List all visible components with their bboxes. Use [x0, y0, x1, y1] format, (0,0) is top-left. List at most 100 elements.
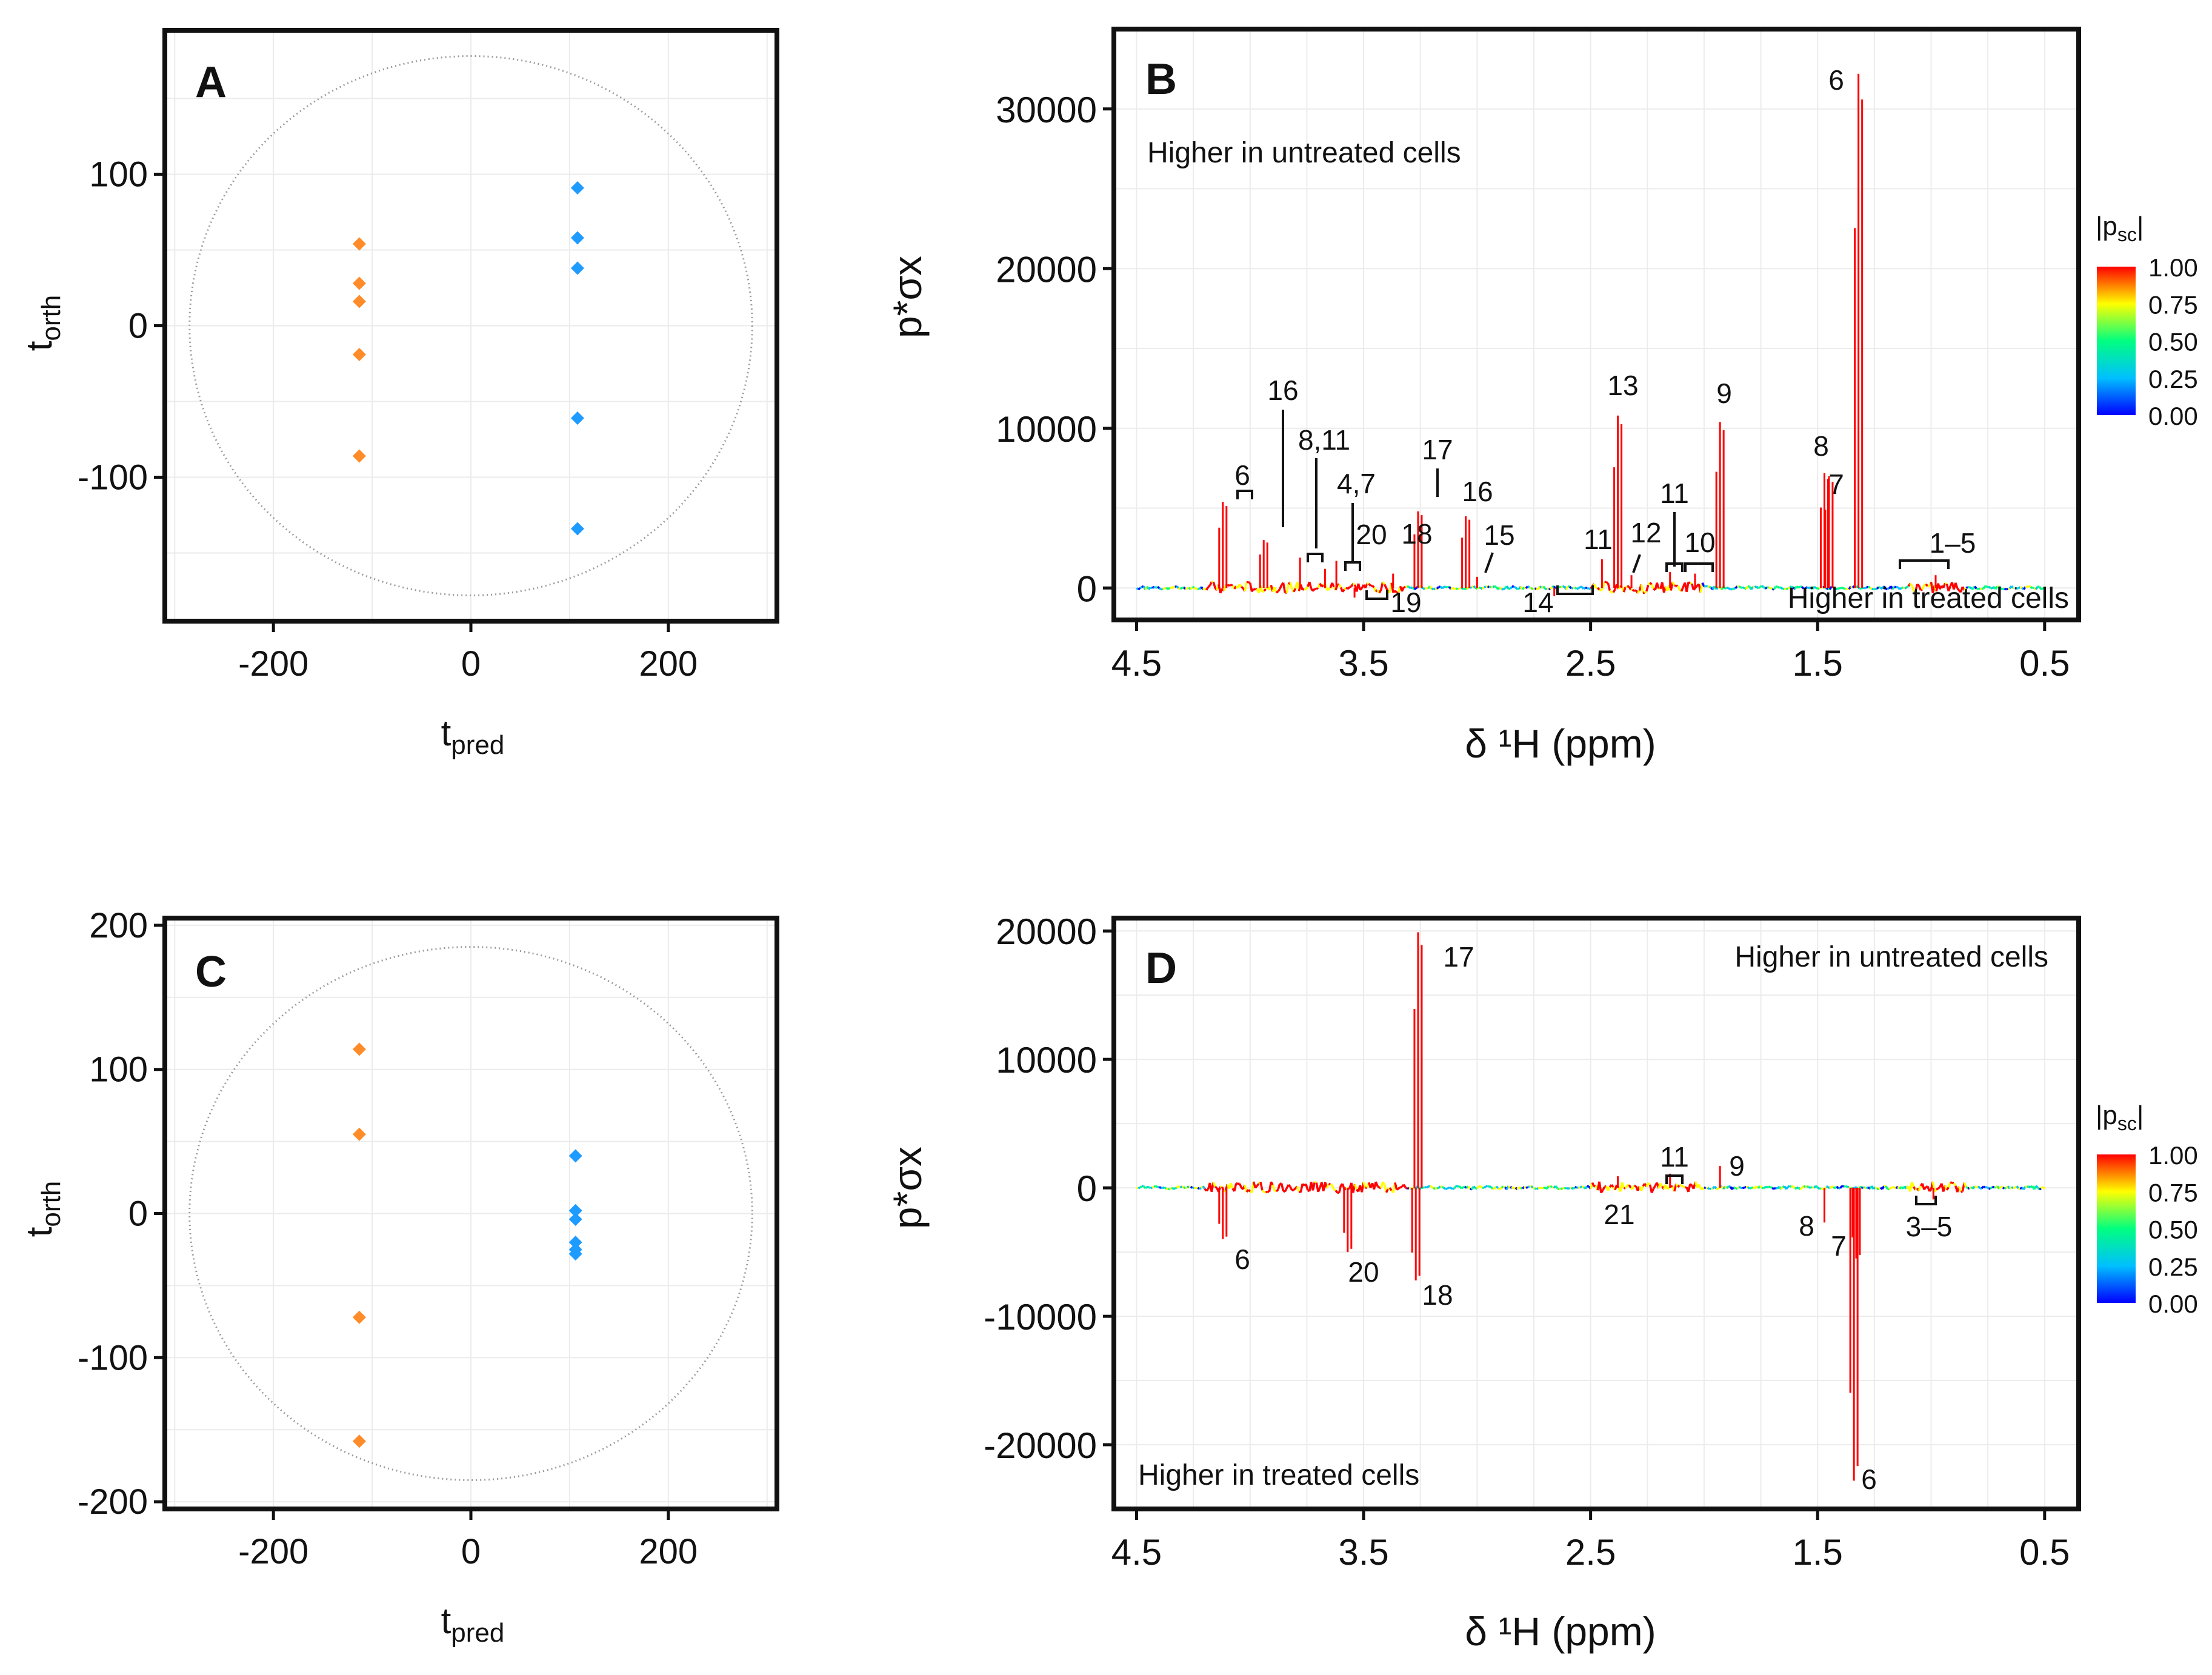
spectrum-segment — [1604, 1185, 1607, 1188]
spectrum-segment — [1453, 1185, 1457, 1189]
spectrum-segment — [1513, 1187, 1516, 1190]
spectrum-segment — [1764, 586, 1768, 590]
spectrum-segment — [1359, 587, 1363, 591]
spectrum-segment — [1347, 586, 1351, 590]
spectrum-segment — [1171, 586, 1174, 589]
spectrum-segment — [1474, 587, 1478, 590]
spectrum-segment — [1986, 1186, 1990, 1190]
spectrum-segment — [1954, 582, 1959, 589]
spectrum-segment — [1465, 586, 1470, 590]
y-tick-label: 100 — [89, 155, 148, 195]
spectrum-segment — [1581, 586, 1585, 590]
y-tick-label: 0 — [1077, 1168, 1097, 1209]
spectrum-segment — [2017, 586, 2021, 590]
spectrum-segment — [1804, 586, 1808, 590]
spectrum-segment — [1193, 587, 1197, 590]
spectrum-segment — [1761, 1187, 1764, 1190]
spectrum-segment — [1212, 581, 1216, 588]
spectrum-segment — [1640, 1185, 1644, 1191]
spectrum-segment — [1784, 587, 1787, 590]
spectrum-segment — [1499, 1187, 1502, 1190]
peak-leader-line — [1484, 552, 1494, 573]
spectrum-segment — [1405, 1186, 1408, 1190]
spectrum-segment — [1708, 585, 1712, 589]
spectrum-segment — [1899, 587, 1902, 590]
spectrum-segment — [1388, 1187, 1393, 1191]
spectrum-segment — [1605, 581, 1609, 584]
spectrum-segment — [1311, 1181, 1316, 1191]
panel-d-label: D — [1145, 944, 1177, 993]
spectrum-segment — [1771, 1187, 1774, 1190]
spectrum-segment — [1136, 587, 1139, 591]
peak-bracket — [1684, 562, 1714, 572]
spectrum-segment — [1261, 590, 1265, 593]
spectrum-segment — [1244, 582, 1248, 591]
spectrum-segment — [1893, 1186, 1897, 1190]
spectrum-segment — [1270, 1181, 1274, 1185]
spectrum-segment — [1565, 585, 1569, 590]
panel-b-annotation-top: Higher in untreated cells — [1147, 137, 1461, 169]
peak-label: 17 — [1422, 434, 1453, 465]
spectrum-segment — [1864, 1186, 1868, 1190]
peak-bracket — [1665, 1174, 1684, 1184]
spectrum-segment — [1671, 581, 1676, 586]
spectrum-segment — [2018, 1187, 2020, 1190]
spectrum-segment — [1495, 1185, 1499, 1190]
spectrum-segment — [1650, 584, 1654, 590]
spectrum-segment — [1780, 1186, 1784, 1190]
spectrum-segment — [2000, 587, 2004, 591]
spectrum-segment — [1476, 587, 1480, 590]
spectrum-segment — [1936, 1187, 1939, 1191]
colorbar-tick-label: 0.00 — [2148, 1290, 2198, 1318]
colorbar-d-title: |psc| — [2096, 1101, 2144, 1134]
x-tick-label: 1.5 — [1793, 1532, 1843, 1573]
spectrum-segment — [1275, 1188, 1279, 1193]
spectrum-segment — [1573, 586, 1576, 590]
spectrum-segment — [1394, 1182, 1398, 1190]
colorbar-tick-label: 1.00 — [2148, 1141, 2198, 1170]
spectrum-segment — [1993, 1186, 1996, 1189]
spectrum-segment — [1364, 583, 1368, 588]
peak-label: 4,7 — [1337, 468, 1376, 499]
spectrum-segment — [1308, 581, 1313, 589]
spectrum-segment — [1716, 1187, 1719, 1191]
spectrum-segment — [1208, 581, 1213, 586]
spectrum-segment — [1596, 587, 1601, 591]
spectrum-segment — [1680, 587, 1684, 592]
spectrum-segment — [1828, 585, 1833, 590]
spectrum-segment — [1677, 1184, 1681, 1188]
spectrum-segment — [1593, 583, 1597, 589]
spectrum-segment — [1551, 1186, 1555, 1189]
spectrum-segment — [1176, 585, 1179, 589]
spectrum-segment — [1441, 1186, 1445, 1189]
spectrum-segment — [1925, 583, 1929, 587]
panel-d-x-axis-label: δ ¹H (ppm) — [1465, 1609, 1656, 1654]
spectrum-segment — [1779, 586, 1782, 589]
spectrum-segment — [1602, 1186, 1606, 1191]
spectrum-segment — [2035, 1185, 2039, 1188]
peak-label: 18 — [1401, 518, 1432, 550]
spectrum-segment — [1843, 1185, 1846, 1188]
colorbar-b-gradient — [2097, 267, 2136, 415]
x-tick-label: 0.5 — [2019, 1532, 2070, 1573]
spectrum-segment — [1239, 584, 1242, 588]
spectrum-segment — [1881, 1185, 1885, 1190]
spectrum-segment — [1299, 1184, 1304, 1193]
spectrum-segment — [1157, 586, 1160, 589]
panel-c-grid — [165, 918, 777, 1509]
spectrum-segment — [2002, 1187, 2005, 1190]
spectrum-segment — [1426, 587, 1428, 590]
peak-label: 3–5 — [1906, 1211, 1953, 1242]
spectrum-segment — [1750, 586, 1754, 590]
spectrum-segment — [1450, 587, 1453, 590]
spectrum-segment — [1911, 1181, 1915, 1187]
spectrum-segment — [1583, 587, 1587, 590]
spectrum-segment — [1836, 587, 1839, 590]
spectrum-segment — [1634, 1184, 1636, 1187]
spectrum-segment — [1280, 1183, 1285, 1191]
spectrum-segment — [1238, 1183, 1242, 1188]
spectrum-segment — [1501, 1185, 1504, 1189]
spectrum-segment — [1780, 587, 1784, 590]
x-tick-label: 4.5 — [1111, 643, 1162, 684]
